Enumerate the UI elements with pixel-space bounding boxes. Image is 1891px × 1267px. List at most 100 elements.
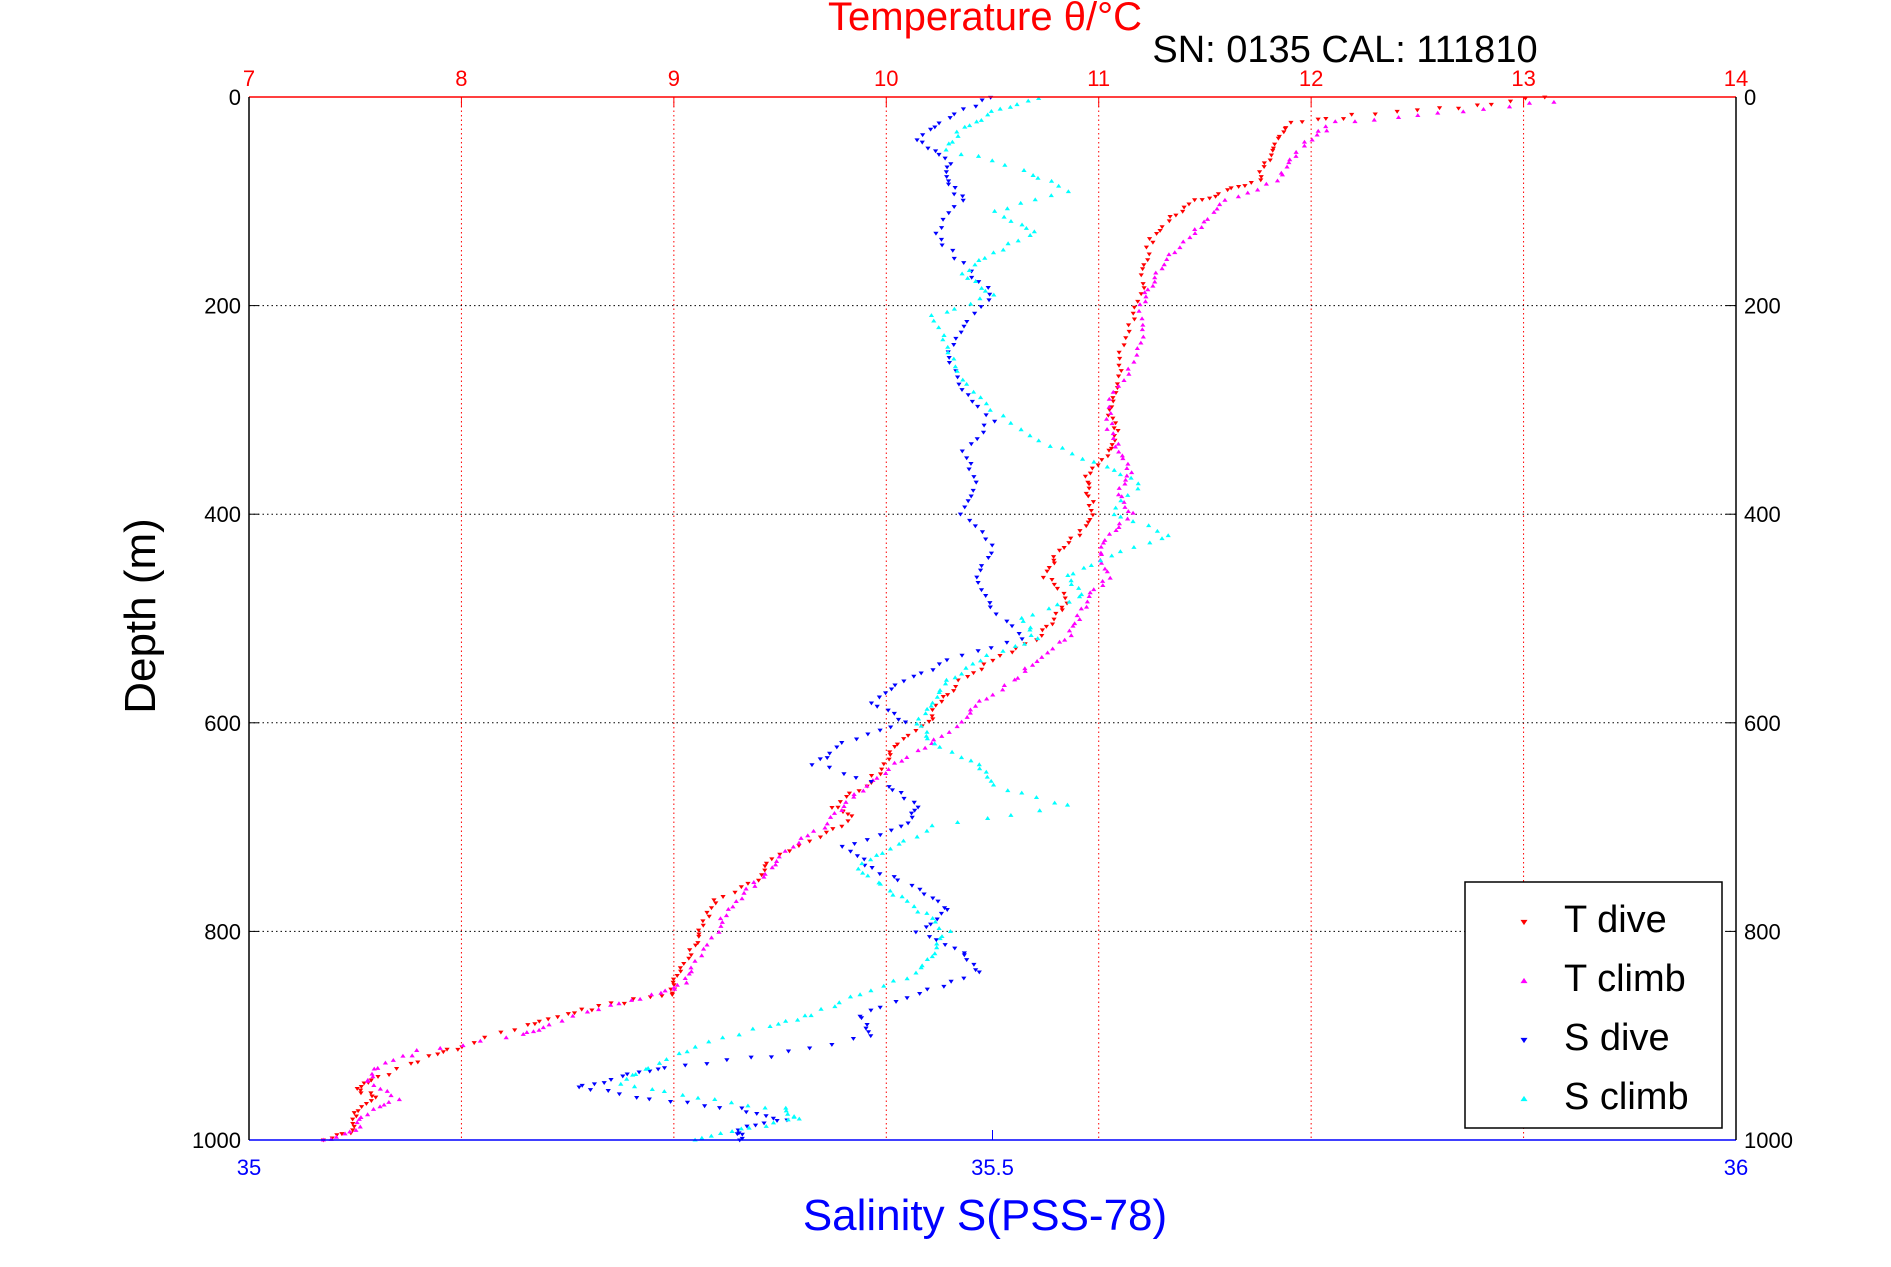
data-point [1181, 205, 1187, 210]
data-point [1000, 413, 1006, 418]
data-point [716, 929, 722, 934]
data-point [1143, 245, 1150, 250]
data-point [1012, 644, 1018, 648]
data-point [717, 916, 724, 921]
data-point [830, 827, 836, 832]
data-point [724, 1058, 730, 1063]
data-point [1077, 617, 1083, 622]
data-point [704, 942, 710, 947]
data-point [873, 852, 880, 857]
data-point [1159, 536, 1165, 541]
data-point [829, 1043, 835, 1047]
data-point [369, 1071, 375, 1076]
data-point [1245, 190, 1251, 195]
data-point [1113, 528, 1119, 532]
data-point [939, 699, 945, 704]
data-point [1018, 200, 1024, 205]
data-point [851, 842, 858, 847]
data-point [1008, 812, 1014, 817]
data-point [1077, 533, 1083, 538]
data-point [712, 1097, 718, 1102]
data-point [975, 404, 981, 409]
data-point [817, 757, 823, 762]
data-point [1414, 108, 1420, 113]
data-point [1019, 637, 1025, 642]
data-point [1068, 633, 1074, 638]
data-point [662, 988, 668, 993]
data-point [941, 333, 947, 337]
data-point [1106, 408, 1113, 413]
data-point [1138, 273, 1144, 278]
tick-label-temperature: 12 [1299, 66, 1323, 91]
data-point [706, 1039, 712, 1044]
data-point [1120, 456, 1126, 461]
data-point [365, 1112, 371, 1117]
data-point [954, 375, 961, 380]
data-point [929, 708, 936, 713]
data-point [656, 1060, 663, 1065]
data-point [934, 917, 940, 922]
data-point [918, 723, 924, 728]
data-point [1065, 189, 1071, 194]
legend-box [1464, 881, 1723, 1129]
data-point [1242, 184, 1248, 188]
data-point [1070, 571, 1076, 576]
data-point [717, 1106, 723, 1111]
data-point [951, 689, 957, 694]
data-point [983, 769, 989, 774]
data-point [966, 123, 973, 128]
data-point [762, 864, 768, 869]
data-point [932, 741, 938, 746]
data-point [759, 873, 765, 878]
data-point [791, 1114, 797, 1119]
data-point [1098, 544, 1104, 549]
data-point [987, 601, 993, 606]
data-point [1059, 605, 1065, 610]
data-point [1051, 582, 1057, 587]
data-point [977, 568, 984, 573]
data-point [796, 1116, 802, 1121]
data-point [921, 892, 927, 897]
data-point [1124, 516, 1131, 521]
data-point [692, 1044, 698, 1049]
data-point [981, 423, 987, 428]
data-point [930, 717, 936, 722]
data-point [959, 449, 965, 454]
data-point [938, 226, 945, 231]
data-point [888, 687, 895, 692]
data-point [947, 116, 953, 120]
data-point [1027, 625, 1034, 630]
data-point [958, 755, 965, 760]
data-point [584, 1009, 591, 1014]
data-point [1000, 648, 1006, 653]
data-point [1349, 112, 1355, 117]
data-point [748, 1055, 754, 1060]
data-point [1034, 659, 1040, 663]
data-point [1159, 266, 1165, 271]
data-point [892, 745, 898, 749]
data-point [743, 1110, 749, 1115]
data-point [414, 1048, 420, 1052]
data-point [596, 1003, 602, 1008]
data-point [1157, 229, 1163, 233]
data-point [877, 872, 883, 877]
data-point [887, 846, 894, 851]
data-point [1004, 619, 1010, 624]
tick-label-depth-right: 200 [1744, 294, 1781, 319]
data-point [708, 1133, 714, 1138]
data-point [692, 958, 698, 963]
data-point [817, 835, 824, 840]
data-point [926, 719, 932, 724]
data-point [1004, 640, 1010, 645]
data-point [934, 941, 940, 946]
data-point [732, 890, 738, 895]
data-point [944, 175, 950, 180]
data-point [936, 152, 942, 157]
data-point [1104, 464, 1110, 469]
data-point [955, 678, 961, 683]
data-point [827, 751, 833, 756]
data-point [898, 790, 904, 795]
data-point [940, 694, 946, 699]
data-point [745, 1103, 751, 1108]
data-point [1106, 448, 1112, 453]
